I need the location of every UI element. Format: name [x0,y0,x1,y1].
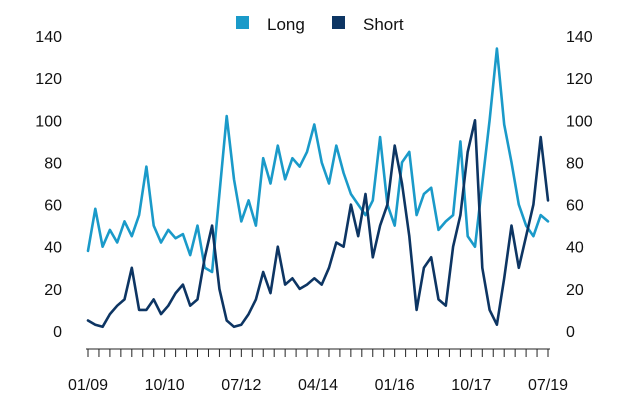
y-tick-label-left: 0 [53,324,62,341]
y-tick-label-left: 120 [35,71,62,88]
legend-label-long: Long [267,15,305,34]
x-tick-label: 01/16 [375,377,415,394]
y-tick-label-right: 100 [566,113,593,130]
x-tick-label: 07/19 [528,377,568,394]
y-tick-label-left: 40 [44,240,62,257]
series-line-short [86,119,550,329]
y-tick-label-left: 60 [44,198,62,215]
x-tick-label: 10/17 [451,377,491,394]
y-tick-label-right: 120 [566,71,593,88]
series-line-long [86,47,550,274]
y-tick-label-right: 0 [566,324,575,341]
y-tick-label-right: 140 [566,29,593,46]
y-tick-label-left: 100 [35,113,62,130]
left-y-axis: 0 20 40 60 80 100 120 140 [35,29,62,341]
legend-swatch-short [332,16,345,29]
x-axis: 01/09 10/10 07/12 04/14 01/16 10/17 07/19 [68,348,568,394]
y-tick-label-right: 40 [566,240,584,257]
x-tick-label: 10/10 [145,377,185,394]
legend: Long Short [236,15,404,34]
x-tick-label: 04/14 [298,377,338,394]
legend-label-short: Short [363,15,404,34]
series-layer [86,47,550,329]
legend-swatch-long [236,16,249,29]
y-tick-label-right: 60 [566,198,584,215]
y-tick-label-right: 80 [566,155,584,172]
y-tick-label-left: 20 [44,282,62,299]
y-tick-label-right: 20 [566,282,584,299]
x-tick-label: 07/12 [221,377,261,394]
right-y-axis: 0 20 40 60 80 100 120 140 [566,29,593,341]
y-tick-label-left: 80 [44,155,62,172]
x-tick-label: 01/09 [68,377,108,394]
y-tick-label-left: 140 [35,29,62,46]
